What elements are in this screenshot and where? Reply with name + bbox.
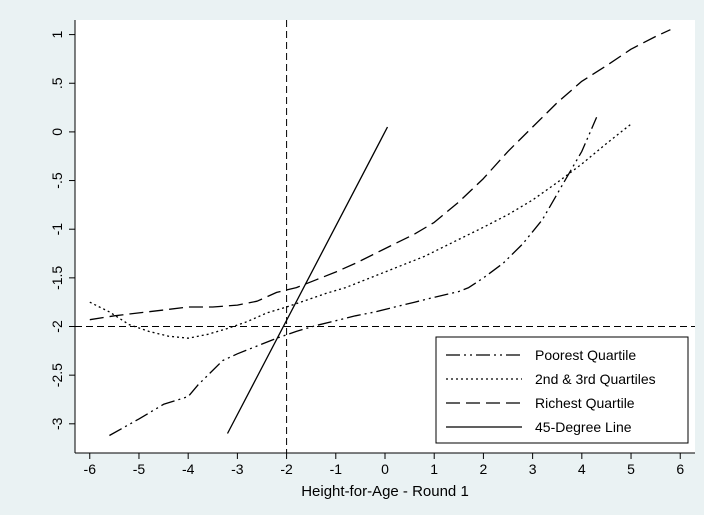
series-line-45-degree-line bbox=[226, 126, 389, 434]
y-ticks: 1 .5 0 -.5 -1 -1.5 -2 -2.5 -3 bbox=[49, 30, 75, 430]
x-tick-label: -1 bbox=[330, 461, 343, 477]
series-line-richest-quartile bbox=[89, 29, 671, 321]
y-tick-label: -1.5 bbox=[49, 266, 65, 290]
legend-label: 45-Degree Line bbox=[535, 419, 632, 435]
legend-label: Poorest Quartile bbox=[535, 347, 636, 363]
x-tick-label: -5 bbox=[133, 461, 146, 477]
x-tick-label: -3 bbox=[231, 461, 244, 477]
x-tick-label: 2 bbox=[480, 461, 488, 477]
x-tick-label: -4 bbox=[182, 461, 195, 477]
x-axis-label: Height-for-Age - Round 1 bbox=[301, 483, 469, 500]
y-tick-label: -1 bbox=[49, 223, 65, 236]
x-tick-label: 1 bbox=[430, 461, 438, 477]
series-line-poorest-quartile bbox=[109, 117, 598, 437]
series-group bbox=[89, 29, 671, 437]
y-tick-label: 0 bbox=[49, 128, 65, 136]
x-tick-label: -6 bbox=[84, 461, 97, 477]
x-tick-label: 6 bbox=[676, 461, 684, 477]
y-tick-label: -2.5 bbox=[49, 363, 65, 387]
x-ticks: -6 -5 -4 -3 -2 -1 0 1 2 3 4 5 6 bbox=[84, 453, 684, 477]
x-tick-label: 3 bbox=[529, 461, 537, 477]
reference-lines bbox=[75, 20, 695, 453]
x-tick-label: 0 bbox=[381, 461, 389, 477]
legend-label: Richest Quartile bbox=[535, 395, 635, 411]
y-tick-label: .5 bbox=[49, 77, 65, 89]
legend: Poorest Quartile 2nd & 3rd Quartiles Riche… bbox=[435, 336, 689, 444]
y-tick-label: 1 bbox=[49, 30, 65, 38]
y-tick-label: -.5 bbox=[49, 172, 65, 189]
x-tick-label: -2 bbox=[280, 461, 293, 477]
y-tick-label: -2 bbox=[49, 320, 65, 333]
x-tick-label: 5 bbox=[627, 461, 635, 477]
legend-label: 2nd & 3rd Quartiles bbox=[535, 371, 656, 387]
x-tick-label: 4 bbox=[578, 461, 586, 477]
y-tick-label: -3 bbox=[49, 417, 65, 430]
series-line-2nd-3rd-quartiles bbox=[89, 123, 632, 339]
